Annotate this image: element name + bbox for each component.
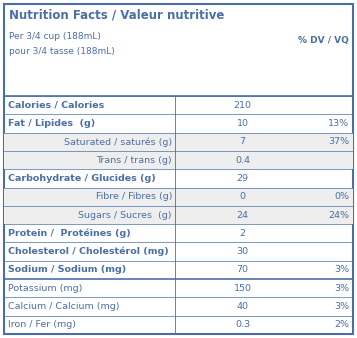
Text: 3%: 3% xyxy=(334,265,349,274)
Text: pour 3/4 tasse (188mL): pour 3/4 tasse (188mL) xyxy=(9,47,115,56)
Text: Sodium / Sodium (mg): Sodium / Sodium (mg) xyxy=(8,265,126,274)
Text: Iron / Fer (mg): Iron / Fer (mg) xyxy=(8,320,76,329)
Text: 29: 29 xyxy=(236,174,248,183)
Text: 0%: 0% xyxy=(334,192,349,201)
Text: Calcium / Calcium (mg): Calcium / Calcium (mg) xyxy=(8,302,120,311)
Text: 0: 0 xyxy=(240,192,246,201)
Text: % DV / VQ: % DV / VQ xyxy=(298,36,349,45)
Text: 30: 30 xyxy=(236,247,248,256)
Bar xyxy=(4,188,353,206)
Text: Per 3/4 cup (188mL): Per 3/4 cup (188mL) xyxy=(9,32,101,41)
Text: 3%: 3% xyxy=(334,302,349,311)
Text: 210: 210 xyxy=(233,101,251,110)
Text: 0.4: 0.4 xyxy=(235,155,250,165)
Text: 13%: 13% xyxy=(328,119,349,128)
Text: 70: 70 xyxy=(236,265,248,274)
Text: Trans / trans (g): Trans / trans (g) xyxy=(96,155,172,165)
Text: Nutrition Facts / Valeur nutritive: Nutrition Facts / Valeur nutritive xyxy=(9,8,225,21)
Text: 37%: 37% xyxy=(328,137,349,146)
Text: 0.3: 0.3 xyxy=(235,320,250,329)
Text: Protein /  Protéines (g): Protein / Protéines (g) xyxy=(8,228,131,238)
Text: Fibre / Fibres (g): Fibre / Fibres (g) xyxy=(96,192,172,201)
Text: 2: 2 xyxy=(240,229,246,238)
Text: Potassium (mg): Potassium (mg) xyxy=(8,284,82,293)
Text: 2%: 2% xyxy=(334,320,349,329)
Text: Fat / Lipides  (g): Fat / Lipides (g) xyxy=(8,119,95,128)
Text: Cholesterol / Cholestérol (mg): Cholesterol / Cholestérol (mg) xyxy=(8,247,169,256)
Text: Calories / Calories: Calories / Calories xyxy=(8,101,104,110)
Text: Saturated / saturés (g): Saturated / saturés (g) xyxy=(64,137,172,146)
Text: 7: 7 xyxy=(240,137,246,146)
Bar xyxy=(4,206,353,224)
Text: 150: 150 xyxy=(233,284,251,293)
Bar xyxy=(4,151,353,169)
Text: 3%: 3% xyxy=(334,284,349,293)
Text: 24: 24 xyxy=(236,211,248,219)
Text: 40: 40 xyxy=(236,302,248,311)
Text: Sugars / Sucres  (g): Sugars / Sucres (g) xyxy=(79,211,172,219)
Text: Carbohydrate / Glucides (g): Carbohydrate / Glucides (g) xyxy=(8,174,156,183)
Text: 10: 10 xyxy=(236,119,248,128)
Bar xyxy=(4,132,353,151)
Text: 24%: 24% xyxy=(328,211,349,219)
